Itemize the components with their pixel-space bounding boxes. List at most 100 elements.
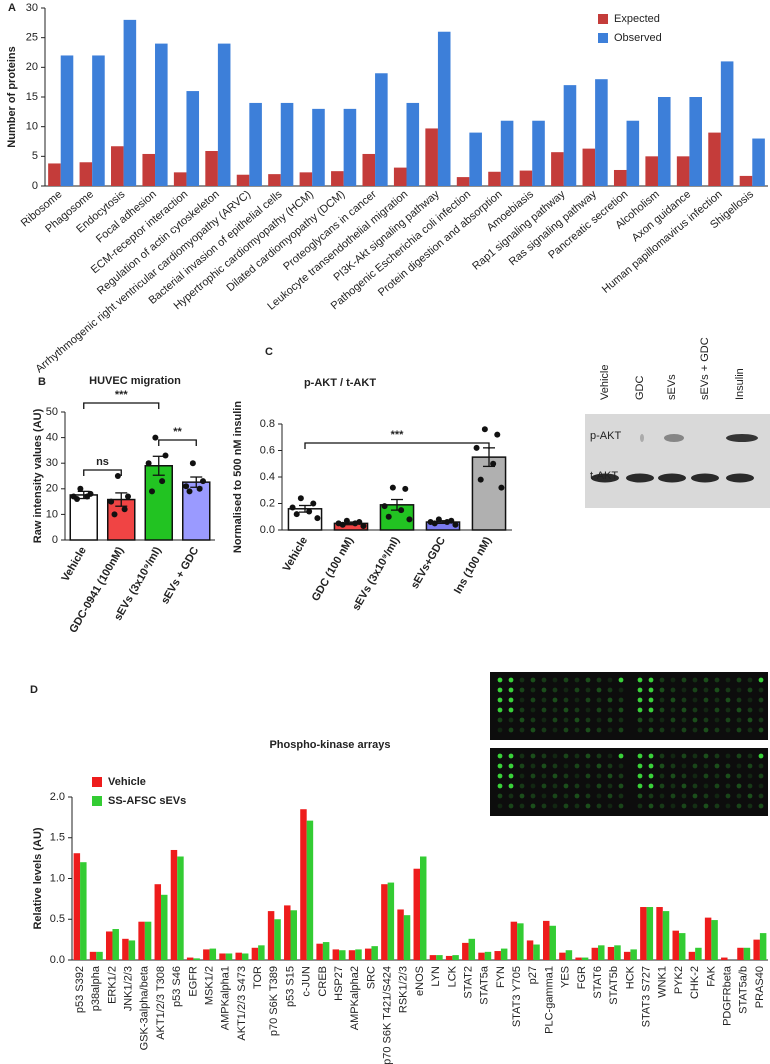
array-spot xyxy=(585,773,591,779)
array-spot xyxy=(508,763,514,769)
array-spot xyxy=(736,763,742,769)
array-spot xyxy=(692,707,698,713)
array-spot xyxy=(637,783,643,789)
array-spot xyxy=(596,763,602,769)
array-spot xyxy=(530,793,536,799)
array-spot xyxy=(725,773,731,779)
bar xyxy=(387,882,395,960)
array-spot xyxy=(703,773,709,779)
y-tick-label: 50 xyxy=(46,406,58,418)
array-spot xyxy=(714,803,720,809)
array-spot xyxy=(497,773,503,779)
array-spot xyxy=(637,677,643,683)
array-spot xyxy=(681,677,687,683)
array-spot xyxy=(618,687,624,693)
array-spot xyxy=(530,783,536,789)
array-spot xyxy=(725,783,731,789)
bar xyxy=(322,942,330,960)
bar xyxy=(494,951,501,960)
x-tick-label: YES xyxy=(560,966,572,988)
array-spot xyxy=(574,697,580,703)
significance-bracket xyxy=(83,402,160,409)
bar xyxy=(89,951,97,960)
bar xyxy=(225,953,233,960)
x-tick-label: HCK xyxy=(624,965,636,989)
array-spot xyxy=(508,803,514,809)
y-tick-label: 10 xyxy=(46,508,58,520)
significance-bracket xyxy=(158,439,197,446)
data-point xyxy=(74,496,80,503)
bar xyxy=(517,923,524,960)
array-spot xyxy=(497,677,503,683)
array-spot xyxy=(530,707,536,713)
x-tick-label: STAT6 xyxy=(592,966,604,999)
array-spot xyxy=(725,727,731,733)
x-tick-label: c-JUN xyxy=(301,966,313,997)
data-point xyxy=(477,476,484,483)
array-spot xyxy=(519,727,525,733)
y-axis-label: Relative levels (AU) xyxy=(32,827,44,929)
array-spot xyxy=(607,697,613,703)
x-tick-label: AMPKalpha2 xyxy=(349,966,361,1030)
legend-label: Expected xyxy=(614,13,660,25)
array-spot xyxy=(596,727,602,733)
array-spot xyxy=(563,717,569,723)
array-spot xyxy=(497,753,503,759)
bar xyxy=(468,938,476,960)
array-spot xyxy=(574,677,580,683)
bar xyxy=(219,953,226,960)
array-spot xyxy=(607,707,613,713)
x-tick-label: STAT2 xyxy=(462,966,474,999)
array-spot xyxy=(648,753,654,759)
x-tick-label: FGR xyxy=(576,966,588,989)
array-image xyxy=(490,748,768,816)
y-tick-label: 20 xyxy=(46,483,58,495)
y-tick-label: 10 xyxy=(26,121,38,133)
y-tick-label: 25 xyxy=(26,32,38,44)
bar xyxy=(105,931,113,960)
array-spot xyxy=(541,803,547,809)
array-spot xyxy=(596,677,602,683)
array-spot xyxy=(596,793,602,799)
array-spot xyxy=(563,697,569,703)
x-tick-label: AKT1/2/3 S473 xyxy=(236,966,248,1041)
bar xyxy=(122,938,129,960)
array-spot xyxy=(670,687,676,693)
array-spot xyxy=(618,717,624,723)
bar xyxy=(144,921,152,960)
array-spot xyxy=(670,773,676,779)
array-spot xyxy=(681,707,687,713)
array-spot xyxy=(596,783,602,789)
bar xyxy=(646,907,654,960)
array-spot xyxy=(574,687,580,693)
array-spot xyxy=(497,687,503,693)
array-spot xyxy=(670,783,676,789)
array-spot xyxy=(692,783,698,789)
array-spot xyxy=(563,677,569,683)
legend-label: Vehicle xyxy=(108,776,146,788)
bar xyxy=(284,905,291,960)
bar xyxy=(689,97,702,186)
array-spot xyxy=(497,783,503,789)
array-spot xyxy=(736,707,742,713)
array-spot xyxy=(574,793,580,799)
bar xyxy=(672,930,679,960)
bar xyxy=(695,947,702,960)
array-spot xyxy=(681,717,687,723)
array-spot xyxy=(497,697,503,703)
array-spot xyxy=(607,753,613,759)
array-spot xyxy=(692,763,698,769)
array-spot xyxy=(618,727,624,733)
panel-letter: C xyxy=(265,346,273,358)
bar xyxy=(623,951,631,960)
row-label: t-AKT xyxy=(590,470,618,482)
bar xyxy=(203,949,210,960)
bar xyxy=(144,465,173,541)
array-spot xyxy=(703,753,709,759)
data-point xyxy=(494,431,501,438)
array-spot xyxy=(541,773,547,779)
array-spot xyxy=(681,783,687,789)
array-spot xyxy=(618,793,624,799)
array-spot xyxy=(692,753,698,759)
array-spot xyxy=(747,803,753,809)
